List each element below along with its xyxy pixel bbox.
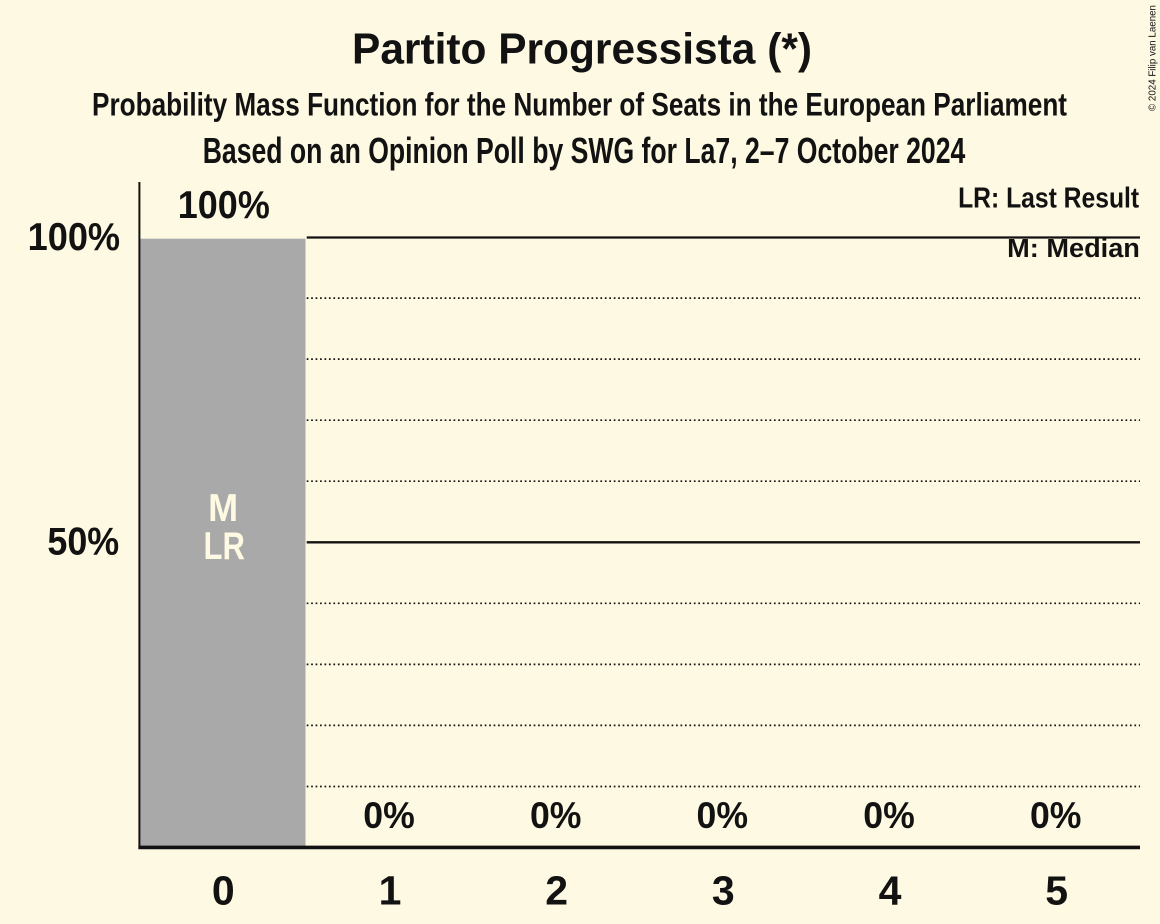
svg-text:3: 3 [712,867,735,913]
svg-text:0: 0 [212,867,235,913]
svg-text:© 2024 Filip van Laenen: © 2024 Filip van Laenen [1148,5,1159,111]
svg-text:4: 4 [879,867,902,913]
svg-text:1: 1 [379,867,402,913]
svg-text:LR: Last Result: LR: Last Result [958,182,1139,214]
svg-text:50%: 50% [47,521,119,564]
svg-text:0%: 0% [863,795,915,836]
svg-text:0%: 0% [530,795,582,836]
svg-text:2: 2 [545,867,568,913]
svg-text:0%: 0% [363,795,415,836]
svg-text:0%: 0% [697,795,749,836]
svg-text:0%: 0% [1030,795,1082,836]
svg-text:5: 5 [1045,867,1068,913]
svg-text:LR: LR [204,525,246,568]
svg-text:Probability Mass Function for: Probability Mass Function for the Number… [92,87,1067,123]
svg-text:Based on an Opinion Poll by SW: Based on an Opinion Poll by SWG for La7,… [203,130,966,171]
svg-text:M: Median: M: Median [1007,235,1140,263]
svg-text:100%: 100% [28,216,121,259]
svg-text:M: M [208,487,238,530]
svg-text:Partito Progressista (*): Partito Progressista (*) [352,25,812,74]
svg-text:100%: 100% [178,184,270,227]
